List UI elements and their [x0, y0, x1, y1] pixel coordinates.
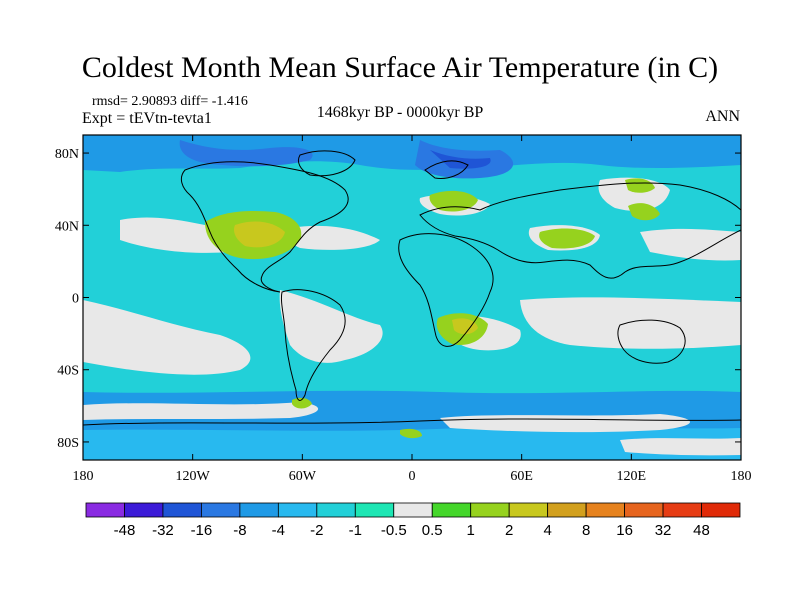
lon-tick-label: 60W [289, 469, 317, 484]
colorbar-swatch [316, 502, 356, 518]
southern-africa-strong-warming [452, 318, 478, 335]
north-america-strong-warming [234, 221, 285, 248]
colorbar-swatch [393, 502, 433, 518]
colorbar-label: -8 [233, 522, 246, 539]
colorbar-swatch [85, 502, 125, 518]
colorbar-label: -32 [152, 522, 174, 539]
lat-tick-label: 80S [57, 436, 79, 451]
colorbar-swatch [662, 502, 702, 518]
colorbar-label: 4 [543, 522, 551, 539]
rmsd-diff-stats: rmsd= 2.90893 diff= -1.416 [92, 94, 248, 109]
colorbar-swatch [624, 502, 664, 518]
colorbar-swatch [354, 502, 395, 518]
colorbar-swatch [701, 502, 741, 518]
colorbar-label: 8 [582, 522, 590, 539]
colorbar-swatch [585, 502, 625, 518]
colorbar-label: -4 [272, 522, 285, 539]
lat-tick-label: 40S [57, 364, 79, 379]
europe-warming [429, 190, 478, 212]
colorbar-swatch [547, 502, 587, 518]
latitude-axis: 80N 40N 0 40S 80S [55, 147, 741, 451]
east-asia-warming [628, 203, 660, 221]
colorbar-label: 2 [505, 522, 513, 539]
lon-tick-label: 180 [73, 469, 94, 484]
colorbar-swatch [124, 502, 164, 518]
neutral-east-antarctica [620, 438, 741, 456]
neutral-south-pacific-west [83, 300, 251, 375]
colorbar-label: 16 [616, 522, 633, 539]
neutral-indian-ocean [520, 297, 741, 349]
lon-tick-label: 120E [617, 469, 647, 484]
neutral-west-pacific [640, 228, 741, 261]
colorbar-label: -0.5 [381, 522, 407, 539]
colorbar-label: 1 [467, 522, 475, 539]
lon-tick-label: 0 [409, 469, 416, 484]
central-asia-warming [539, 228, 595, 249]
colorbar-swatch [201, 502, 241, 518]
lat-tick-label: 0 [72, 292, 79, 307]
colorbar-label: -48 [114, 522, 136, 539]
lon-tick-label: 60E [510, 469, 533, 484]
colorbar-label: -2 [310, 522, 323, 539]
neutral-north-atlantic [287, 225, 380, 250]
antarctic-warming-spot [400, 428, 422, 439]
colorbar-label: 48 [693, 522, 710, 539]
colorbar-swatch [508, 502, 549, 518]
barents-strong-cooling [430, 150, 491, 169]
lat-tick-label: 80N [55, 147, 79, 162]
patagonia-warming [292, 397, 312, 409]
map-title: Coldest Month Mean Surface Air Temperatu… [81, 51, 719, 84]
temperature-field [83, 135, 741, 460]
period-label: 1468kyr BP - 0000kyr BP [316, 104, 484, 121]
longitude-axis: 180 120W 60W 0 60E 120E 180 [73, 135, 752, 484]
colorbar-swatch [470, 502, 510, 518]
coastlines [83, 150, 741, 426]
colorbar-label: 0.5 [422, 522, 443, 539]
colorbar-label: -1 [349, 522, 362, 539]
colorbar-swatch [162, 502, 202, 518]
lat-tick-label: 40N [55, 219, 79, 234]
colorbar-label: 32 [655, 522, 672, 539]
season-label: ANN [705, 108, 740, 125]
colorbar-label: -16 [191, 522, 213, 539]
colorbar-swatch [431, 502, 472, 518]
neutral-antarctic-coast [440, 414, 690, 433]
lon-tick-label: 120W [176, 469, 211, 484]
colorbar: -48 -32 -16 -8 -4 -2 -1 -0.5 0.5 1 2 4 8 16 32 48 [85, 502, 741, 539]
lon-tick-label: 180 [731, 469, 752, 484]
antarctic-cooling [83, 426, 741, 460]
arctic-canada-cooling [179, 140, 313, 167]
experiment-label: Expt = tEVtn-tevta1 [82, 110, 212, 127]
colorbar-swatch [239, 502, 279, 518]
neutral-southern-band [83, 402, 319, 420]
siberia-warming [625, 178, 655, 193]
neutral-south-pacific-east [279, 290, 383, 363]
colorbar-swatch [277, 502, 318, 518]
